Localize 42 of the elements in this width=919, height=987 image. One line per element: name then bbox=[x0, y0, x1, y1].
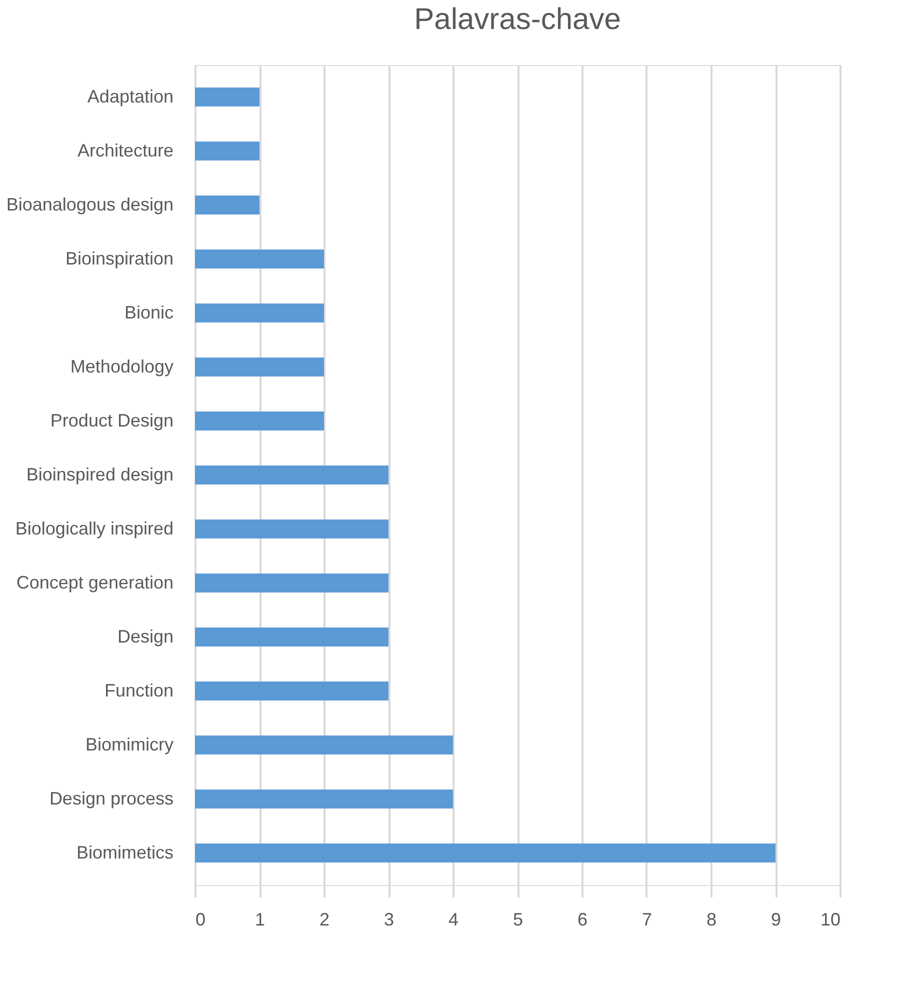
bar bbox=[195, 574, 388, 592]
y-tick-label: Product Design bbox=[50, 410, 174, 430]
bar bbox=[195, 844, 776, 862]
y-tick-label: Methodology bbox=[70, 356, 174, 376]
y-tick-label: Biologically inspired bbox=[15, 518, 174, 538]
bar bbox=[195, 736, 453, 754]
bar bbox=[195, 628, 388, 646]
bar bbox=[195, 682, 388, 700]
bar bbox=[195, 196, 260, 214]
x-tick-label: 5 bbox=[512, 910, 524, 930]
y-tick-label: Bioinspiration bbox=[65, 248, 174, 268]
x-tick-label: 6 bbox=[577, 910, 588, 930]
x-tick-label: 10 bbox=[820, 910, 840, 930]
y-tick-label: Function bbox=[104, 680, 174, 700]
x-tick-label: 2 bbox=[319, 910, 330, 930]
bar bbox=[195, 412, 324, 430]
bar bbox=[195, 466, 388, 484]
bar bbox=[195, 358, 324, 376]
x-tick-label: 3 bbox=[384, 910, 394, 930]
y-tick-label: Design process bbox=[49, 788, 174, 808]
chart-title: Palavras-chave bbox=[414, 3, 621, 36]
bar bbox=[195, 142, 260, 160]
bar bbox=[195, 88, 260, 106]
x-tick-label: 7 bbox=[642, 910, 652, 930]
bar bbox=[195, 250, 324, 268]
y-tick-label: Adaptation bbox=[87, 86, 174, 106]
y-tick-label: Architecture bbox=[77, 140, 174, 160]
bar bbox=[195, 790, 453, 808]
x-tick-label: 0 bbox=[196, 910, 206, 930]
y-tick-label: Design bbox=[117, 626, 174, 646]
bar bbox=[195, 304, 324, 322]
x-tick-label: 8 bbox=[706, 910, 717, 930]
y-tick-label: Bioanalogous design bbox=[6, 194, 174, 214]
y-tick-label: Bionic bbox=[124, 302, 174, 322]
x-tick-label: 1 bbox=[254, 910, 266, 930]
y-tick-label: Bioinspired design bbox=[26, 464, 174, 484]
y-tick-label: Biomimicry bbox=[86, 734, 174, 754]
x-tick-label: 4 bbox=[448, 910, 459, 930]
y-tick-label: Concept generation bbox=[16, 572, 174, 592]
y-tick-label: Biomimetics bbox=[76, 842, 174, 862]
x-tick-label: 9 bbox=[770, 910, 782, 930]
bar bbox=[195, 520, 388, 538]
